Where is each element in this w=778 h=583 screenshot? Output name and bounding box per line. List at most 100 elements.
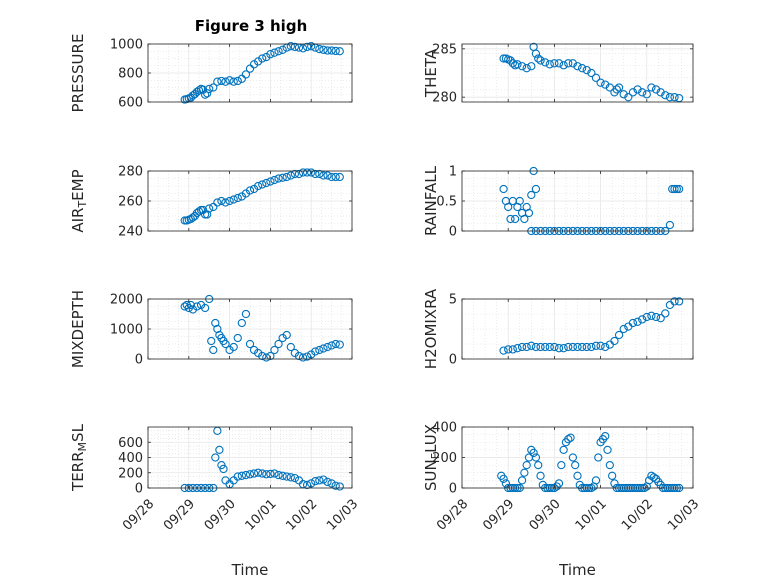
data-point xyxy=(241,470,251,480)
figure-title: Figure 3 high xyxy=(195,17,308,35)
axes-frame xyxy=(461,43,694,103)
data-point xyxy=(587,342,596,352)
y-axis-label-part: SUN xyxy=(422,459,440,491)
subplot-4: 0 0.5 1 RAINFALL xyxy=(422,165,694,240)
data-point xyxy=(237,471,246,480)
y-tick-label: 0.5 xyxy=(436,195,457,210)
data-point xyxy=(554,479,564,488)
data-point xyxy=(647,83,656,92)
y-axis-label: AIRTEMP xyxy=(69,169,89,232)
y-tick-label: 1 xyxy=(449,165,457,180)
y-axis-label-part: PRESSURE xyxy=(69,34,87,113)
data-point xyxy=(594,453,603,462)
y-axis-label-part: AIR xyxy=(69,208,87,233)
data-point xyxy=(596,78,605,87)
data-point xyxy=(554,344,564,353)
data-point xyxy=(536,342,545,352)
y-axis-label-part: T xyxy=(76,201,89,209)
data-point xyxy=(566,433,575,442)
data-point xyxy=(209,83,218,92)
data-point xyxy=(624,93,633,102)
y-axis-label: SUNFLUX xyxy=(422,424,442,491)
data-point xyxy=(661,309,670,318)
data-point xyxy=(319,475,328,484)
data-point xyxy=(294,351,304,361)
data-point xyxy=(258,469,267,478)
y-axis-label-part: LUX xyxy=(422,424,440,453)
data-point xyxy=(270,345,279,355)
data-point xyxy=(550,59,559,68)
data-point xyxy=(205,84,214,94)
data-point xyxy=(211,318,220,328)
data-point xyxy=(573,62,582,71)
y-tick-label: 400 xyxy=(432,421,457,436)
data-point xyxy=(229,342,238,352)
data-point xyxy=(286,42,295,51)
data-point xyxy=(302,352,312,361)
data-point xyxy=(302,42,312,52)
data-point xyxy=(274,339,283,349)
data-point xyxy=(522,64,531,73)
data-point xyxy=(323,46,332,55)
data-point xyxy=(315,476,324,485)
data-point xyxy=(557,460,566,470)
data-point xyxy=(327,172,336,182)
data-point xyxy=(534,460,543,470)
data-point xyxy=(610,336,619,346)
data-point xyxy=(219,464,228,474)
data-point xyxy=(221,77,230,86)
data-point xyxy=(628,88,638,97)
data-point xyxy=(672,184,681,194)
data-point xyxy=(298,168,308,177)
data-point xyxy=(331,46,340,56)
data-point xyxy=(656,88,665,97)
data-point xyxy=(319,45,328,54)
data-point xyxy=(254,468,263,477)
data-point xyxy=(642,312,651,322)
y-tick-label: 0 xyxy=(449,225,457,240)
subplot-6: 0 5 H2OMIXRA xyxy=(422,288,694,369)
y-axis-label-part: MIXDEPTH xyxy=(69,290,87,368)
data-point xyxy=(633,317,642,326)
data-point xyxy=(327,46,336,55)
data-point xyxy=(254,181,263,191)
data-point xyxy=(315,44,324,54)
data-point xyxy=(564,342,573,352)
y-axis-label-part: EMP xyxy=(69,169,87,200)
data-point xyxy=(245,186,255,195)
data-point xyxy=(582,65,591,75)
data-point xyxy=(229,77,238,86)
data-point xyxy=(205,204,214,213)
y-axis-label-part: M xyxy=(76,442,89,452)
data-point xyxy=(270,469,279,478)
data-point xyxy=(520,214,529,224)
y-tick-label: 200 xyxy=(118,466,143,481)
y-tick-label: 2000 xyxy=(110,293,143,308)
data-point xyxy=(233,472,242,481)
data-point xyxy=(327,479,336,488)
data-point xyxy=(587,68,596,78)
data-point xyxy=(591,341,601,350)
data-point xyxy=(286,171,295,180)
data-point xyxy=(225,76,234,85)
data-point xyxy=(508,59,517,68)
data-point xyxy=(531,342,541,352)
data-point xyxy=(211,453,220,462)
data-point xyxy=(633,85,642,94)
data-point xyxy=(335,482,344,491)
y-axis-label: TERRMSL xyxy=(69,423,89,492)
data-point xyxy=(331,481,340,490)
data-point xyxy=(573,471,582,480)
data-point xyxy=(221,198,230,207)
y-axis-label: RAINFALL xyxy=(422,165,440,236)
data-point xyxy=(302,480,312,490)
data-point xyxy=(536,56,545,65)
data-point xyxy=(614,330,624,340)
data-point xyxy=(192,302,202,311)
data-point xyxy=(258,180,267,189)
y-axis-label-part: H2OMIXRA xyxy=(422,288,440,369)
data-point xyxy=(215,445,224,455)
x-tick-label: 09/28 xyxy=(120,497,157,534)
y-tick-label: 0 xyxy=(449,353,457,368)
x-tick-label: 09/29 xyxy=(480,497,517,534)
